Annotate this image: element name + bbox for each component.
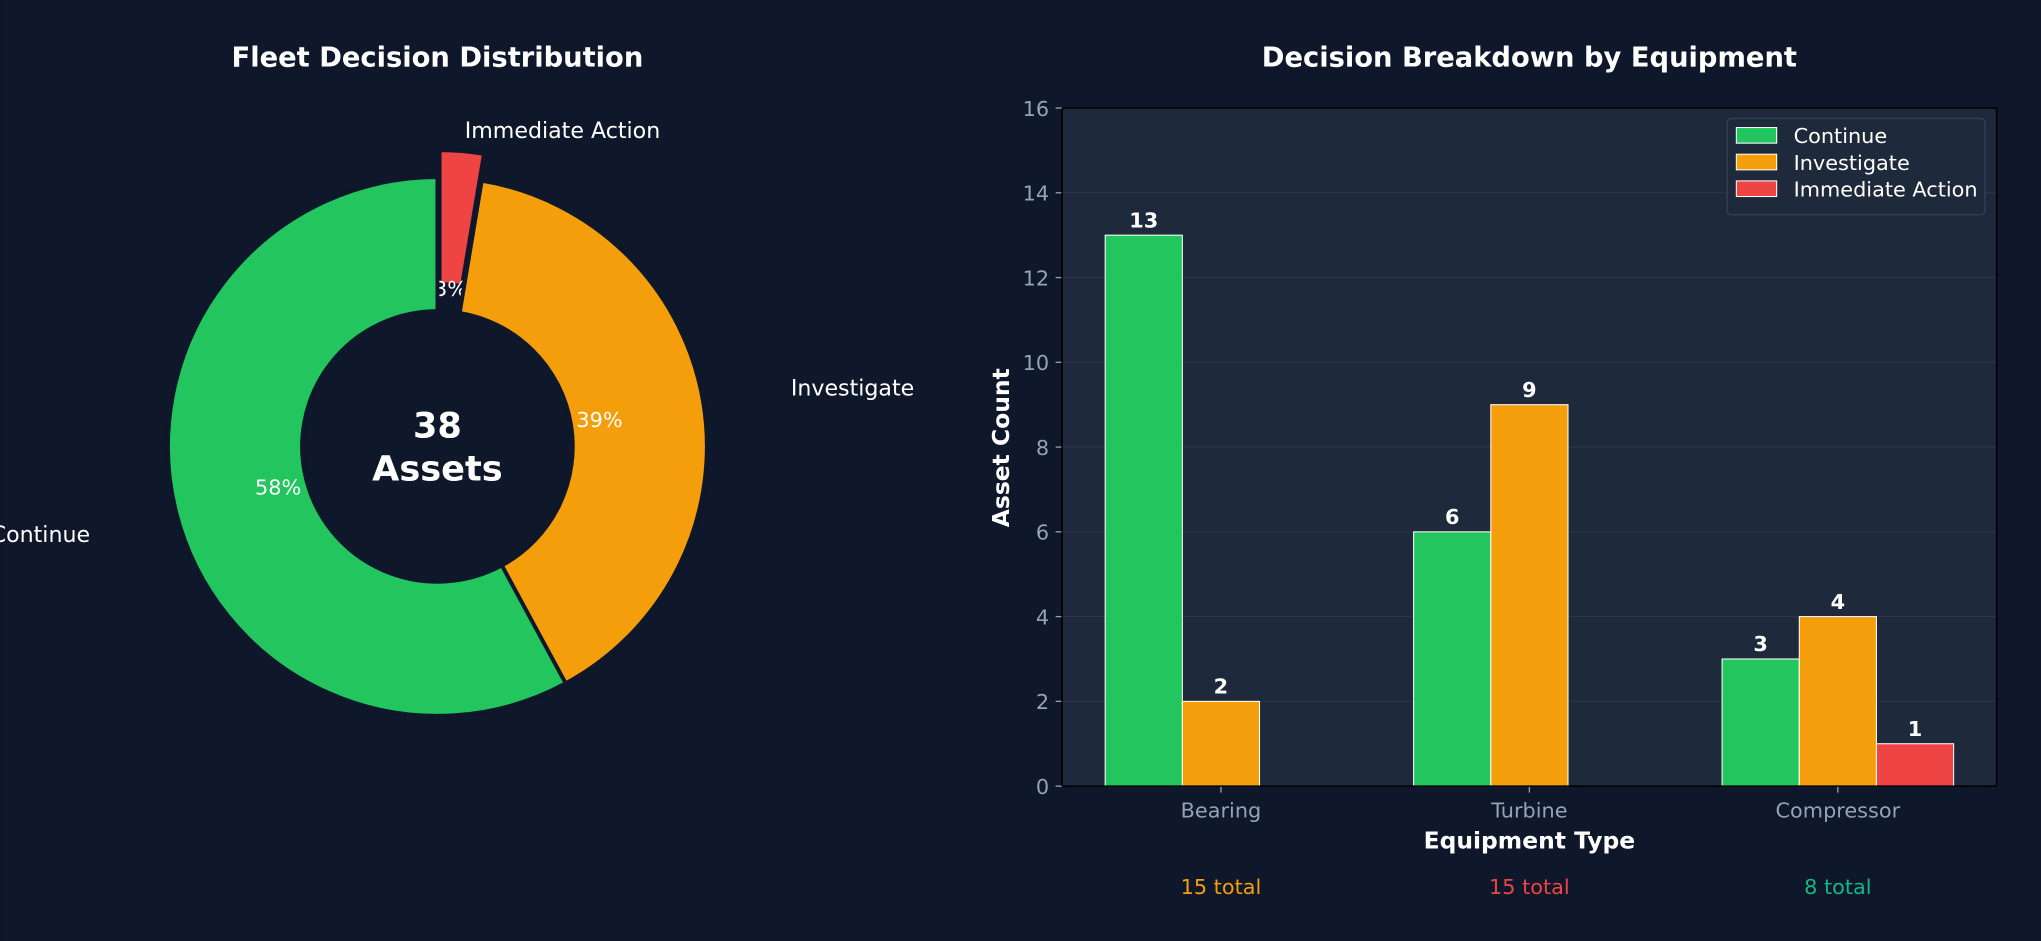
category-total: 8 total — [1804, 875, 1871, 899]
slice-label-immediate-action: Immediate Action — [465, 118, 660, 144]
legend-label: Continue — [1794, 124, 1888, 148]
y-tick-label: 0 — [1036, 775, 1049, 799]
wedge-immediate-action — [437, 148, 487, 289]
bar-value-label: 9 — [1522, 378, 1536, 402]
category-total: 15 total — [1489, 875, 1570, 899]
y-tick-label: 8 — [1036, 436, 1049, 460]
x-axis-label: Equipment Type — [1424, 827, 1636, 855]
legend-label: Immediate Action — [1794, 178, 1978, 202]
bar-compressor-continue — [1721, 658, 1800, 787]
center-label: Assets — [372, 448, 503, 489]
percent-label-investigate: 39% — [576, 408, 622, 432]
bar-compressor-investigate — [1798, 616, 1877, 787]
y-tick-label: 2 — [1036, 690, 1049, 714]
x-tick-label: Compressor — [1776, 798, 1901, 822]
legend-swatch — [1735, 180, 1778, 198]
y-tick-label: 10 — [1023, 351, 1049, 375]
bar-value-label: 1 — [1908, 717, 1922, 741]
y-tick-label: 12 — [1023, 266, 1049, 290]
bar-value-label: 13 — [1129, 208, 1158, 232]
legend-swatch — [1735, 153, 1778, 171]
y-tick-label: 4 — [1036, 605, 1049, 629]
bar-compressor-immediate-action — [1875, 743, 1955, 787]
percent-label-continue: 58% — [255, 476, 301, 500]
wedge-continue — [166, 175, 569, 718]
slice-label-investigate: Investigate — [791, 375, 914, 401]
center-count: 38 — [413, 405, 462, 446]
bar-bearing-investigate — [1181, 700, 1261, 787]
legend-swatch — [1735, 127, 1778, 144]
donut-chart: Fleet Decision Distribution 3%Immediate … — [0, 42, 914, 718]
legend: Continue Investigate Immediate Action — [1726, 117, 1986, 216]
y-axis-label: Asset Count — [987, 368, 1015, 527]
bar-value-label: 2 — [1214, 675, 1228, 699]
slice-label-continue: Continue — [0, 522, 90, 548]
y-tick-label: 6 — [1036, 521, 1049, 545]
legend-box — [1726, 117, 1986, 216]
x-tick-label: Turbine — [1490, 798, 1567, 822]
legend-label: Investigate — [1794, 151, 1910, 175]
category-total: 15 total — [1181, 875, 1262, 899]
pie-title: Fleet Decision Distribution — [232, 42, 644, 73]
bar-turbine-continue — [1413, 531, 1492, 787]
wedge-investigate — [457, 178, 709, 687]
y-tick-label: 16 — [1023, 97, 1049, 121]
bar-chart: Decision Breakdown by Equipment 0 2 4 6 8 10 1… — [987, 42, 1998, 899]
bar-bearing-continue — [1104, 234, 1183, 787]
y-tick-label: 14 — [1023, 182, 1049, 206]
bar-value-label: 6 — [1445, 505, 1459, 529]
bar-title: Decision Breakdown by Equipment — [1262, 42, 1797, 73]
bar-turbine-investigate — [1490, 404, 1569, 787]
bar-value-label: 4 — [1831, 590, 1845, 614]
x-tick-label: Bearing — [1181, 798, 1262, 822]
bar-value-label: 3 — [1753, 632, 1767, 656]
